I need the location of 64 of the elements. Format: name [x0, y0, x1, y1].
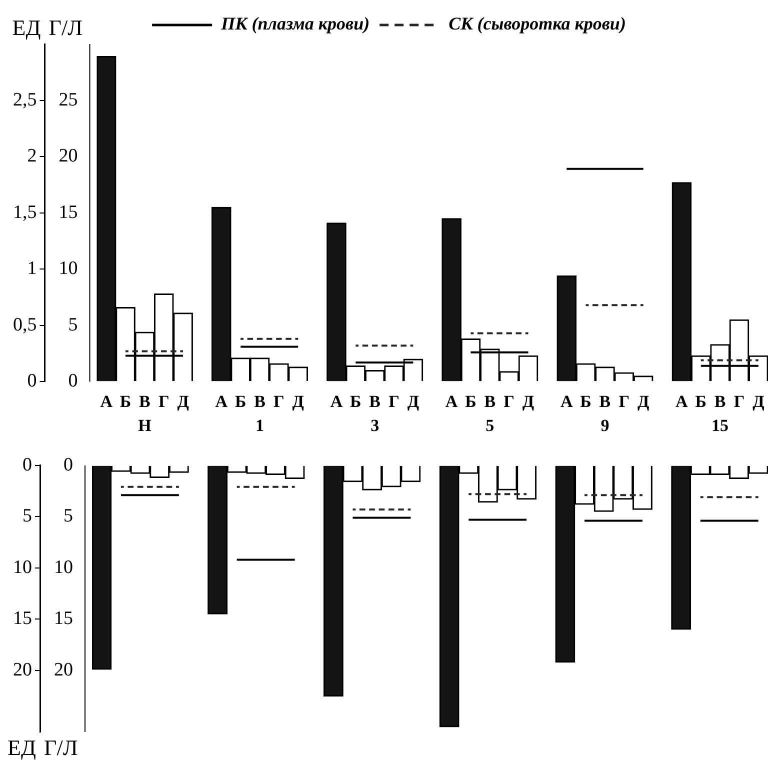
- y-tick-label: 1: [27, 258, 37, 280]
- x-tick-label: Г: [618, 392, 630, 412]
- y2-tick-label: 5: [64, 506, 73, 527]
- x-tick-label: А: [330, 392, 344, 412]
- y-axis-title: ЕД: [8, 734, 36, 760]
- x-tick-label: Б: [120, 392, 132, 412]
- x-tick-label: Д: [637, 392, 650, 412]
- x-tick-label: В: [484, 392, 496, 412]
- y2-tick-label: 25: [58, 89, 78, 110]
- x-tick-label: Д: [752, 392, 765, 412]
- x-tick-label: Г: [504, 392, 515, 412]
- y-tick-label: 15: [13, 608, 32, 630]
- x-tick-label: Г: [734, 392, 745, 412]
- x-tick-label: Д: [177, 392, 190, 412]
- y2-tick-label: 0: [64, 454, 73, 476]
- y-tick-label: 20: [13, 659, 32, 680]
- x-tick-label: Г: [158, 392, 170, 412]
- x-tick-label: Г: [388, 392, 400, 412]
- x-tick-label: Б: [695, 392, 706, 412]
- text: 5: [486, 416, 494, 435]
- x-tick-label: В: [599, 392, 611, 412]
- y-tick-label: 0,5: [13, 314, 37, 336]
- y-tick-label: 0: [27, 370, 37, 392]
- x-tick-label: Д: [407, 392, 420, 412]
- y-tick-label: 5: [22, 506, 32, 527]
- y2-tick-label: 20: [54, 659, 73, 680]
- x-tick-label: В: [369, 392, 381, 412]
- x-tick-label: А: [445, 392, 458, 412]
- y2-axis-title: Г/Л: [44, 734, 78, 760]
- text: 9: [600, 416, 610, 435]
- text: Н: [138, 416, 152, 435]
- x-tick-label: А: [676, 392, 689, 412]
- x-tick-label: Г: [274, 392, 284, 412]
- y2-tick-label: 10: [58, 258, 78, 280]
- text: 3: [370, 416, 380, 435]
- text: 15: [712, 416, 729, 435]
- x-tick-label: Б: [234, 392, 246, 412]
- y2-tick-label: 20: [58, 146, 78, 167]
- y2-tick-label: 10: [54, 556, 73, 578]
- y-tick-label: 2,5: [13, 89, 37, 110]
- x-tick-label: Б: [580, 392, 592, 412]
- x-tick-label: Б: [350, 392, 362, 412]
- x-tick-label: Д: [522, 392, 534, 412]
- x-tick-label: Б: [465, 392, 476, 412]
- x-tick-label: В: [254, 392, 266, 412]
- y2-tick-label: 15: [58, 202, 78, 223]
- y-tick-label: 1,5: [13, 202, 37, 223]
- x-tick-label: Д: [292, 392, 304, 412]
- y-tick-label: 2: [27, 146, 37, 167]
- x-tick-label: В: [714, 392, 726, 412]
- x-tick-label: А: [215, 392, 228, 412]
- legend-label: СК (сыворотка крови): [448, 14, 626, 34]
- text: 1: [256, 416, 264, 435]
- y2-tick-label: 15: [54, 608, 73, 630]
- y2-tick-label: 5: [68, 314, 78, 336]
- y2-tick-label: 0: [68, 370, 78, 392]
- x-tick-label: В: [139, 392, 150, 412]
- x-tick-label: А: [100, 392, 114, 412]
- y-axis-title: ЕД: [12, 14, 41, 40]
- y2-axis-title: Г/Л: [48, 14, 83, 40]
- y-tick-label: 10: [13, 556, 32, 578]
- x-tick-label: А: [560, 392, 574, 412]
- legend-label: ПК (плазма крови): [220, 14, 370, 34]
- y-tick-label: 0: [22, 454, 32, 476]
